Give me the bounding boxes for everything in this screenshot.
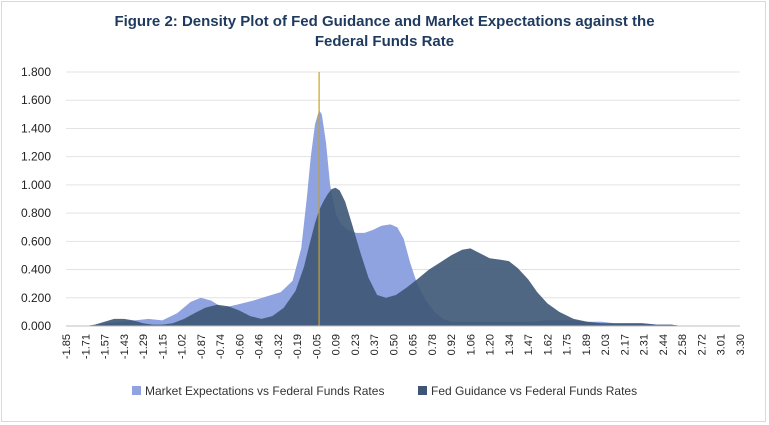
x-tick-label: -1.57 (100, 334, 112, 359)
x-tick-label: -1.02 (177, 334, 189, 359)
x-tick-label: -0.60 (234, 334, 246, 359)
y-tick-label: 1.000 (21, 178, 51, 192)
x-tick-label: 0.78 (427, 334, 439, 355)
legend-label-1: Market Expectations vs Federal Funds Rat… (145, 384, 384, 398)
x-tick-label: 2.17 (619, 334, 631, 355)
x-tick-label: 1.89 (581, 334, 593, 355)
x-tick-label: -1.43 (119, 334, 131, 359)
x-tick-label: 1.20 (485, 334, 497, 355)
y-tick-label: 1.800 (21, 65, 51, 79)
x-tick-label: -1.15 (157, 334, 169, 359)
x-tick-label: 3.30 (735, 334, 747, 355)
chart-title: Figure 2: Density Plot of Fed Guidance a… (0, 12, 769, 52)
legend-swatch-2 (418, 386, 427, 395)
x-tick-label: 0.92 (446, 334, 458, 355)
chart-title-line2: Federal Funds Rate (314, 33, 455, 50)
x-tick-label: 1.06 (465, 334, 477, 355)
x-tick-label: 2.72 (696, 334, 708, 355)
x-tick-label: -0.32 (273, 334, 285, 359)
x-tick-label: -0.19 (292, 334, 304, 359)
x-tick-label: 1.47 (523, 334, 535, 355)
y-tick-label: 0.200 (21, 291, 51, 305)
x-tick-label: 2.44 (658, 334, 670, 355)
x-tick-label: 0.23 (350, 334, 362, 355)
x-tick-label: 1.75 (562, 334, 574, 355)
x-tick-label: -0.74 (215, 334, 227, 359)
y-tick-label: 0.600 (21, 234, 51, 248)
x-tick-label: 1.34 (504, 334, 516, 355)
series-areas (85, 110, 683, 326)
y-tick-label: 0.800 (21, 206, 51, 220)
x-axis: -1.85 -1.71 -1.57 -1.43 -1.29 -1.15 -1.02 -0.87… (61, 325, 747, 359)
y-tick-label: 0.400 (21, 263, 51, 277)
y-axis: 0.000 0.200 0.400 0.600 0.800 1.000 1.200 1.400… (21, 65, 51, 333)
x-tick-label: 0.37 (369, 334, 381, 355)
x-tick-label: -0.05 (311, 334, 323, 359)
x-tick-label: 1.62 (542, 334, 554, 355)
legend-swatch-1 (132, 386, 141, 395)
x-tick-label: -1.29 (138, 334, 150, 359)
series-area-1 (85, 110, 683, 326)
x-tick-label: 0.50 (388, 334, 400, 355)
y-tick-label: 1.400 (21, 121, 51, 135)
series-area-2 (85, 187, 683, 326)
x-tick-label: 2.58 (677, 334, 689, 355)
y-tick-label: 0.000 (21, 319, 51, 333)
y-tick-label: 1.600 (21, 93, 51, 107)
x-tick-label: -1.71 (80, 334, 92, 359)
x-tick-label: 2.03 (600, 334, 612, 355)
y-tick-label: 1.200 (21, 150, 51, 164)
legend-label-2: Fed Guidance vs Federal Funds Rates (431, 384, 637, 398)
x-tick-label: 0.65 (408, 334, 420, 355)
x-tick-label: 3.01 (716, 334, 728, 355)
chart-title-line1: Figure 2: Density Plot of Fed Guidance a… (114, 13, 655, 30)
x-tick-label: -0.46 (254, 334, 266, 359)
x-tick-label: 2.31 (639, 334, 651, 355)
legend: Market Expectations vs Federal Funds Rat… (132, 384, 637, 398)
x-tick-label: -0.87 (196, 334, 208, 359)
x-tick-label: -1.85 (61, 334, 73, 359)
x-tick-label: 0.09 (331, 334, 343, 355)
